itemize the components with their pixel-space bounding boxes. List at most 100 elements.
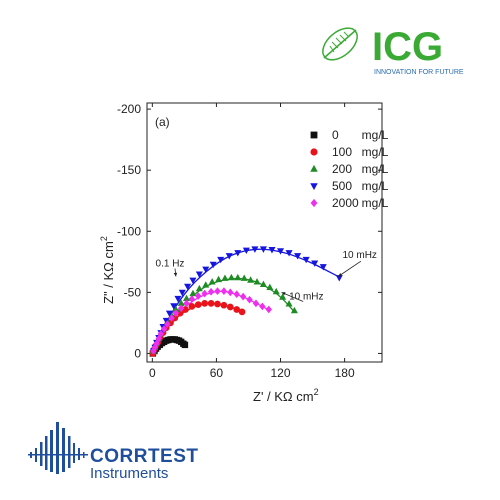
- legend-marker-2000: [310, 198, 318, 208]
- data-point-2000: [155, 334, 162, 343]
- data-point-2000: [157, 330, 165, 338]
- legend-marker-200: [310, 164, 318, 172]
- data-point-2000: [153, 339, 160, 348]
- data-point-200: [285, 300, 293, 307]
- data-point-500: [319, 264, 327, 271]
- data-point-500: [178, 289, 186, 297]
- legend-value-200: 200: [332, 162, 352, 176]
- annotation-arrowhead: [338, 273, 343, 277]
- data-point-2000: [227, 288, 234, 297]
- data-point-200: [202, 281, 210, 288]
- data-point-2000: [265, 305, 272, 314]
- data-point-500: [209, 261, 217, 269]
- x-tick-label: 180: [335, 366, 355, 380]
- data-point-500: [242, 247, 250, 255]
- legend-marker-100: [310, 148, 318, 156]
- data-point-500: [285, 250, 293, 257]
- data-point-2000: [259, 302, 266, 311]
- data-point-500: [170, 303, 178, 310]
- data-point-200: [259, 280, 267, 287]
- data-point-2000: [183, 299, 190, 308]
- data-point-2000: [188, 295, 196, 303]
- corrtest-logo: CORRTEST Instruments: [28, 422, 199, 482]
- legend-value-100: 100: [332, 145, 352, 159]
- legend-unit-200: mg/L: [362, 162, 389, 176]
- annotation-arrow: [281, 291, 304, 302]
- data-point-500: [162, 317, 170, 325]
- data-point-2000: [252, 299, 260, 308]
- data-point-2000: [160, 325, 168, 333]
- data-point-2000: [207, 287, 215, 296]
- annotation-label: 10 mHz: [342, 250, 376, 261]
- annotation-label: 0.1 Hz: [156, 259, 185, 270]
- data-point-500: [335, 275, 343, 282]
- y-tick-label: -200: [117, 102, 141, 116]
- legend-unit-100: mg/L: [362, 145, 389, 159]
- x-tick-label: 0: [149, 366, 156, 380]
- legend-unit-500: mg/L: [362, 179, 389, 193]
- data-markers: [149, 246, 343, 357]
- data-point-200: [208, 278, 216, 285]
- data-point-200: [266, 283, 274, 291]
- data-point-0: [181, 341, 189, 349]
- data-point-2000: [233, 290, 240, 299]
- data-point-500: [165, 310, 173, 317]
- data-point-500: [302, 256, 310, 264]
- annotation-arrowhead: [281, 292, 286, 296]
- legend-value-500: 500: [332, 179, 352, 193]
- data-point-2000: [168, 314, 175, 322]
- data-point-100: [207, 299, 215, 307]
- legend-value-0: 0: [332, 128, 339, 142]
- data-point-500: [311, 260, 319, 267]
- axes: 0 60 120 180 0 -50 -100 -150 -200: [117, 102, 383, 380]
- icg-name: ICG: [372, 25, 443, 69]
- data-point-100: [194, 301, 202, 308]
- data-point-2000: [164, 320, 171, 328]
- data-point-200: [253, 278, 261, 285]
- data-point-500: [225, 253, 233, 260]
- data-point-100: [233, 306, 241, 313]
- data-point-200: [290, 306, 298, 314]
- data-point-200: [227, 273, 235, 281]
- data-point-500: [217, 256, 225, 264]
- wave-icon: [28, 422, 88, 474]
- data-point-2000: [220, 287, 228, 295]
- corrtest-subname: Instruments: [90, 465, 168, 482]
- y-tick-label: -50: [124, 285, 142, 299]
- data-point-500: [174, 295, 182, 303]
- data-point-200: [195, 284, 203, 292]
- data-point-2000: [201, 289, 208, 298]
- data-point-2000: [214, 287, 221, 295]
- x-tick-label: 120: [271, 366, 291, 380]
- icg-logo: ICG INNOVATION FOR FUTURE: [322, 25, 464, 76]
- legend-unit-2000: mg/L: [362, 196, 389, 210]
- y-axis-label: Z" / KΩ cm2: [99, 236, 116, 304]
- data-point-100: [220, 301, 228, 309]
- data-point-2000: [177, 304, 185, 313]
- data-point-500: [195, 271, 203, 278]
- annotation-arrow: [337, 260, 362, 277]
- data-point-500: [268, 247, 276, 254]
- data-point-2000: [172, 309, 180, 317]
- data-point-100: [188, 303, 196, 310]
- legend-unit-0: mg/L: [362, 128, 389, 142]
- data-point-200: [247, 276, 255, 283]
- data-point-500: [202, 266, 210, 273]
- corrtest-name: CORRTEST: [90, 446, 199, 467]
- plot-frame: [146, 102, 383, 363]
- data-point-100: [201, 299, 209, 307]
- data-point-2000: [150, 347, 157, 355]
- icg-tagline: INNOVATION FOR FUTURE: [374, 69, 464, 76]
- legend-marker-500: [310, 183, 318, 191]
- y-tick-label: 0: [134, 346, 141, 360]
- annotation-arrowhead: [173, 272, 178, 277]
- annotation-label: 10 mHz: [289, 292, 323, 303]
- legend-value-2000: 2000: [332, 196, 359, 210]
- data-point-500: [184, 283, 192, 291]
- data-point-100: [238, 308, 246, 316]
- data-point-500: [294, 253, 302, 260]
- data-point-200: [177, 299, 185, 306]
- data-point-200: [172, 305, 180, 313]
